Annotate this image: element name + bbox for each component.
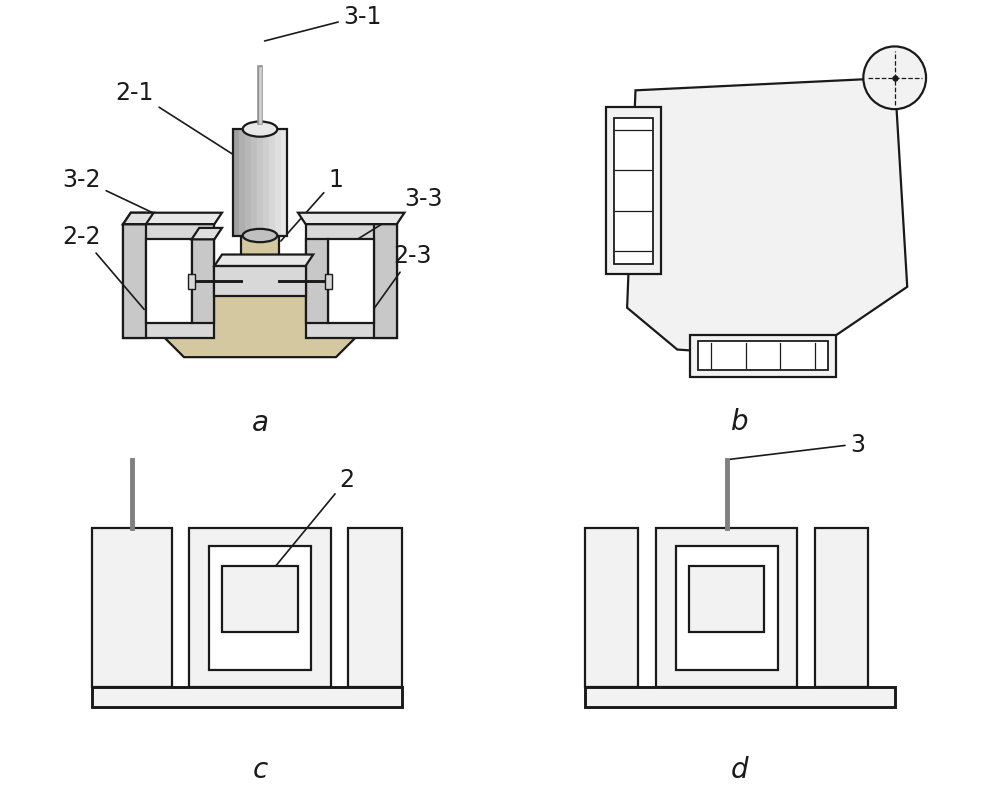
Polygon shape <box>263 130 269 236</box>
Text: c: c <box>252 756 268 783</box>
Polygon shape <box>123 225 146 339</box>
Polygon shape <box>245 130 251 236</box>
Bar <box>585 687 895 707</box>
Polygon shape <box>138 236 382 357</box>
Text: 2: 2 <box>248 467 355 599</box>
Text: a: a <box>252 408 268 436</box>
Bar <box>689 566 764 633</box>
Polygon shape <box>306 225 397 339</box>
Bar <box>606 108 661 275</box>
Text: 1: 1 <box>281 168 343 242</box>
Text: 2-1: 2-1 <box>116 80 239 159</box>
Bar <box>189 528 331 687</box>
Polygon shape <box>214 255 313 267</box>
Polygon shape <box>146 240 192 324</box>
Text: 3-2: 3-2 <box>62 168 166 220</box>
Polygon shape <box>269 130 275 236</box>
Text: d: d <box>731 756 749 783</box>
Polygon shape <box>306 240 328 324</box>
Polygon shape <box>298 214 404 225</box>
Polygon shape <box>233 130 239 236</box>
Circle shape <box>863 47 926 110</box>
Text: 2-3: 2-3 <box>368 244 432 317</box>
Bar <box>676 546 778 670</box>
Bar <box>92 687 402 707</box>
Polygon shape <box>325 274 332 289</box>
Polygon shape <box>192 240 214 324</box>
Polygon shape <box>123 225 214 339</box>
Polygon shape <box>239 130 245 236</box>
Bar <box>656 528 797 687</box>
Polygon shape <box>123 214 154 225</box>
Polygon shape <box>627 79 907 358</box>
Bar <box>209 546 311 670</box>
Bar <box>815 528 868 687</box>
Polygon shape <box>257 130 263 236</box>
Polygon shape <box>374 225 397 339</box>
Text: 2-2: 2-2 <box>62 225 144 310</box>
Bar <box>348 528 402 687</box>
Text: 3-1: 3-1 <box>265 5 382 42</box>
Polygon shape <box>188 274 195 289</box>
Polygon shape <box>192 229 222 240</box>
Polygon shape <box>251 130 257 236</box>
Text: 3: 3 <box>729 432 866 460</box>
Polygon shape <box>275 130 281 236</box>
Polygon shape <box>281 130 287 236</box>
Bar <box>92 528 172 687</box>
Bar <box>690 336 836 377</box>
Polygon shape <box>328 240 374 324</box>
Bar <box>233 130 287 236</box>
Polygon shape <box>214 267 306 297</box>
Bar <box>222 566 298 633</box>
Bar <box>614 118 653 264</box>
Ellipse shape <box>243 122 277 137</box>
Bar <box>698 342 828 371</box>
Text: 3-3: 3-3 <box>354 187 443 243</box>
Text: b: b <box>731 407 749 435</box>
Ellipse shape <box>243 230 277 243</box>
Bar <box>585 528 638 687</box>
Polygon shape <box>123 214 222 225</box>
